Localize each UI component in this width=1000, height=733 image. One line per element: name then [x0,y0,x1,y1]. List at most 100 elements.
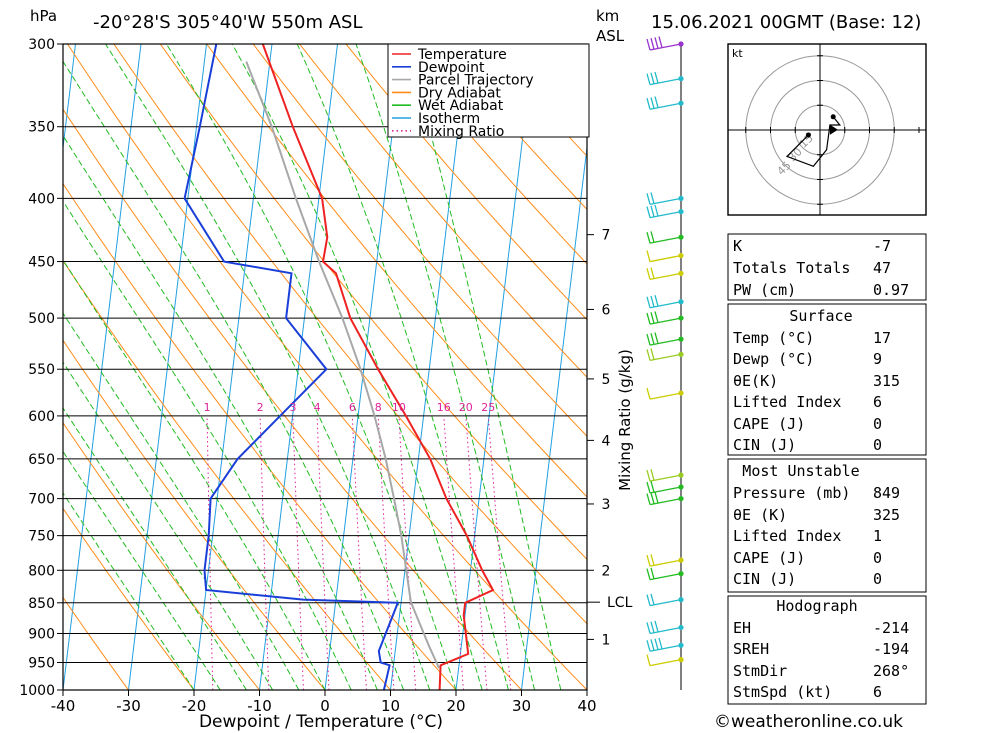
wind-barb-flag [646,206,651,218]
k-index-value: -7 [873,237,891,255]
wind-barb-flag [650,554,655,566]
wind-barb-flag [650,192,655,204]
wind-barb-flag [654,638,659,650]
pressure-unit-label: hPa [30,7,57,25]
wind-barb-staff [649,338,682,346]
wind-barb-flag [650,97,655,109]
pressure-tick-label: 450 [28,255,55,271]
mixing-ratio-line [206,415,214,690]
isotherm-line [0,44,10,690]
wind-barb [646,36,684,51]
wind-barb-dot [678,252,684,259]
wind-barb-flag [650,231,655,243]
wind-barb-flag [646,268,651,280]
mu-cape-value: 0 [873,549,882,567]
surface-cin-value: 0 [873,436,882,454]
wind-barb-staff [649,497,682,506]
wet-adiabat-line [231,44,483,690]
wind-barb-flag [658,637,663,650]
wind-barb-flag [646,568,651,580]
legend-label: Parcel Trajectory [418,73,534,89]
mixing-ratio-line [316,415,330,690]
wind-barb-staff [649,272,682,280]
wind-barb-flag [646,98,651,110]
mixing-ratio-label: 1 [204,401,211,414]
wind-barb [646,250,684,263]
height-reference-label: ASL [596,27,625,45]
mixing-ratio-label: 4 [314,401,321,414]
mixing-ratio-line [443,415,464,690]
wind-barb-flag [650,72,655,84]
dewpoint-line [183,44,400,690]
wind-barb [646,491,684,506]
surface-li-label: Lifted Index [733,393,841,411]
parcel-trajectory-line [245,61,440,669]
stmspd-value: 6 [873,683,882,701]
wind-barb [646,192,684,205]
mu-li-label: Lifted Index [733,527,841,545]
wind-barb-staff [649,659,682,667]
mu-cape-label: CAPE (J) [733,549,805,567]
surface-cape-value: 0 [873,415,882,433]
wind-barb [646,387,684,400]
mixing-ratio-line [487,415,512,690]
hodograph-start-dot [805,132,811,138]
wind-barb-flag [650,639,655,651]
wind-barb-flag [650,567,655,579]
wind-barb-flag [650,492,655,504]
sreh-value: -194 [873,640,909,658]
height-tick-label: 2 [602,563,611,579]
most-unstable-title: Most Unstable [742,462,859,480]
legend-label: Wet Adiabat [418,98,504,114]
pressure-tick-label: 850 [28,596,55,612]
pressure-tick-label: 500 [28,311,55,327]
wind-barb [646,469,684,482]
temperature-line [261,44,495,690]
wind-barb-flag [650,267,655,279]
pressure-tick-label: 300 [28,37,55,53]
wind-barb-flag [646,333,651,346]
isotherm-lines [0,44,587,690]
storm-motion-marker [829,124,838,135]
wind-barb-flag [654,96,659,108]
wind-barb-staff [649,254,682,263]
mixing-ratio-label: 10 [392,401,406,414]
legend-label: Mixing Ratio [418,124,504,140]
wind-barb-flag [646,73,651,85]
pressure-tick-label: 900 [28,626,55,642]
wind-barb-staff [649,626,682,635]
wind-barb-staff [649,77,682,86]
wind-barb-flag [646,594,651,606]
wind-barb-flag [650,312,655,324]
sounding-series [183,44,495,690]
pressure-tick-label: 550 [28,362,55,378]
wind-barb-flag [650,333,655,345]
hodograph-trace [785,116,842,168]
credit-link[interactable]: ©weatheronline.co.uk [714,712,903,732]
dry-adiabat-line [252,44,587,437]
dry-adiabat-line [67,44,587,690]
wind-barb-flag [650,205,655,217]
wind-barb-staff [649,392,682,400]
mixing-ratio-label: 8 [375,401,382,414]
wind-barb-flag [650,593,655,606]
wind-barb [646,96,684,110]
wind-barb-staff [649,572,682,581]
wind-barb-flag [650,469,655,481]
wind-barb [646,654,684,667]
temperature-tick-label: 40 [577,697,596,715]
hodograph-end-dot [830,114,836,120]
temperature-tick-label: 0 [320,697,330,715]
mixing-ratio-line [465,415,488,690]
totals-totals-label: Totals Totals [733,259,850,277]
k-index-label: K [733,237,742,255]
mixing-ratio-line [398,415,417,690]
surface-temp-label: Temp (°C) [733,329,814,347]
surface-title: Surface [789,307,852,325]
dry-adiabat-line [63,507,195,690]
mixing-ratio-axis-label: Mixing Ratio (g/kg) [616,349,634,491]
wind-barb-staff [649,301,682,309]
legend-label: Dewpoint [418,60,485,76]
wind-barb-flag [646,231,651,244]
